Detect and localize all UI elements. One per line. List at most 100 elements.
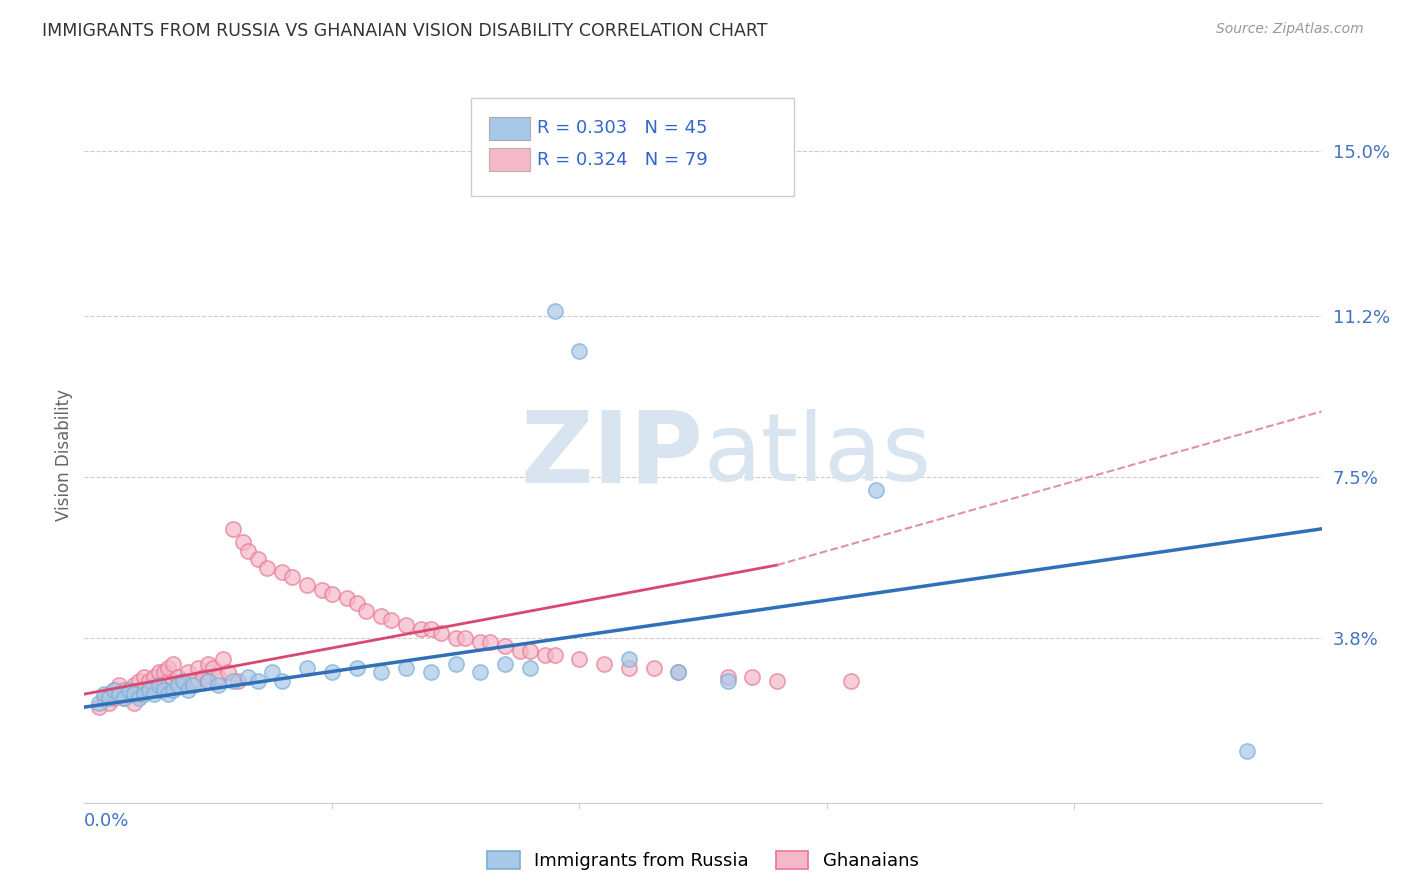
Point [157, 661, 180, 675]
Point [128, 687, 150, 701]
Point [444, 631, 467, 645]
Point [232, 535, 254, 549]
Point [152, 682, 174, 697]
Point [128, 691, 150, 706]
Point [519, 643, 541, 657]
Point [142, 687, 165, 701]
Point [865, 483, 887, 497]
Point [470, 665, 492, 680]
Text: R = 0.303   N = 45: R = 0.303 N = 45 [537, 120, 707, 137]
Point [543, 648, 565, 662]
Point [207, 670, 229, 684]
Point [217, 665, 239, 680]
Point [112, 682, 135, 697]
Point [222, 522, 245, 536]
Point [98, 696, 121, 710]
Point [172, 674, 194, 689]
Point [370, 608, 392, 623]
Point [128, 674, 150, 689]
Point [202, 661, 225, 675]
Point [717, 670, 740, 684]
Point [271, 674, 294, 689]
Point [295, 578, 318, 592]
Point [395, 661, 418, 675]
Point [132, 670, 155, 684]
Point [454, 631, 477, 645]
Point [741, 670, 763, 684]
Point [197, 657, 219, 671]
Point [494, 639, 516, 653]
Point [162, 657, 184, 671]
Point [666, 665, 689, 680]
Point [112, 691, 135, 706]
Point [177, 682, 200, 697]
Point [177, 665, 200, 680]
Point [162, 682, 184, 697]
Point [148, 682, 170, 697]
Point [122, 687, 145, 701]
Point [197, 674, 219, 689]
Point [98, 687, 121, 701]
Point [138, 674, 160, 689]
Point [138, 682, 160, 697]
Point [494, 657, 516, 671]
Point [246, 552, 269, 566]
Point [841, 674, 863, 689]
Point [419, 665, 441, 680]
Point [108, 687, 131, 701]
Point [356, 605, 378, 619]
Point [479, 635, 502, 649]
Point [1236, 744, 1258, 758]
Point [543, 304, 565, 318]
Point [568, 652, 591, 666]
Point [138, 682, 160, 697]
Point [470, 635, 492, 649]
Point [187, 661, 209, 675]
Legend: Immigrants from Russia, Ghanaians: Immigrants from Russia, Ghanaians [479, 844, 927, 877]
Point [271, 566, 294, 580]
Point [643, 661, 665, 675]
Point [152, 678, 174, 692]
Point [122, 678, 145, 692]
Point [93, 691, 115, 706]
Point [157, 674, 180, 689]
Point [148, 665, 170, 680]
Point [142, 678, 165, 692]
Point [167, 670, 190, 684]
Point [152, 665, 174, 680]
Point [262, 665, 284, 680]
Point [321, 587, 343, 601]
Point [122, 696, 145, 710]
Point [148, 678, 170, 692]
Point [157, 687, 180, 701]
Point [191, 670, 214, 684]
Point [118, 687, 141, 701]
Point [103, 682, 125, 697]
Point [311, 582, 333, 597]
Point [103, 682, 125, 697]
Point [181, 678, 204, 692]
Point [118, 682, 141, 697]
Point [429, 626, 451, 640]
Point [568, 343, 591, 358]
Point [295, 661, 318, 675]
Point [181, 674, 204, 689]
Point [419, 622, 441, 636]
Point [93, 687, 115, 701]
Point [717, 674, 740, 689]
Y-axis label: Vision Disability: Vision Disability [55, 389, 73, 521]
Point [617, 661, 640, 675]
Point [593, 657, 616, 671]
Point [132, 687, 155, 701]
Point [336, 591, 359, 606]
Point [212, 652, 235, 666]
Text: atlas: atlas [703, 409, 931, 501]
Text: ZIP: ZIP [520, 407, 703, 503]
Point [666, 665, 689, 680]
Point [346, 661, 368, 675]
Point [98, 691, 121, 706]
Point [509, 643, 531, 657]
Point [222, 674, 245, 689]
Point [380, 613, 402, 627]
Point [370, 665, 392, 680]
